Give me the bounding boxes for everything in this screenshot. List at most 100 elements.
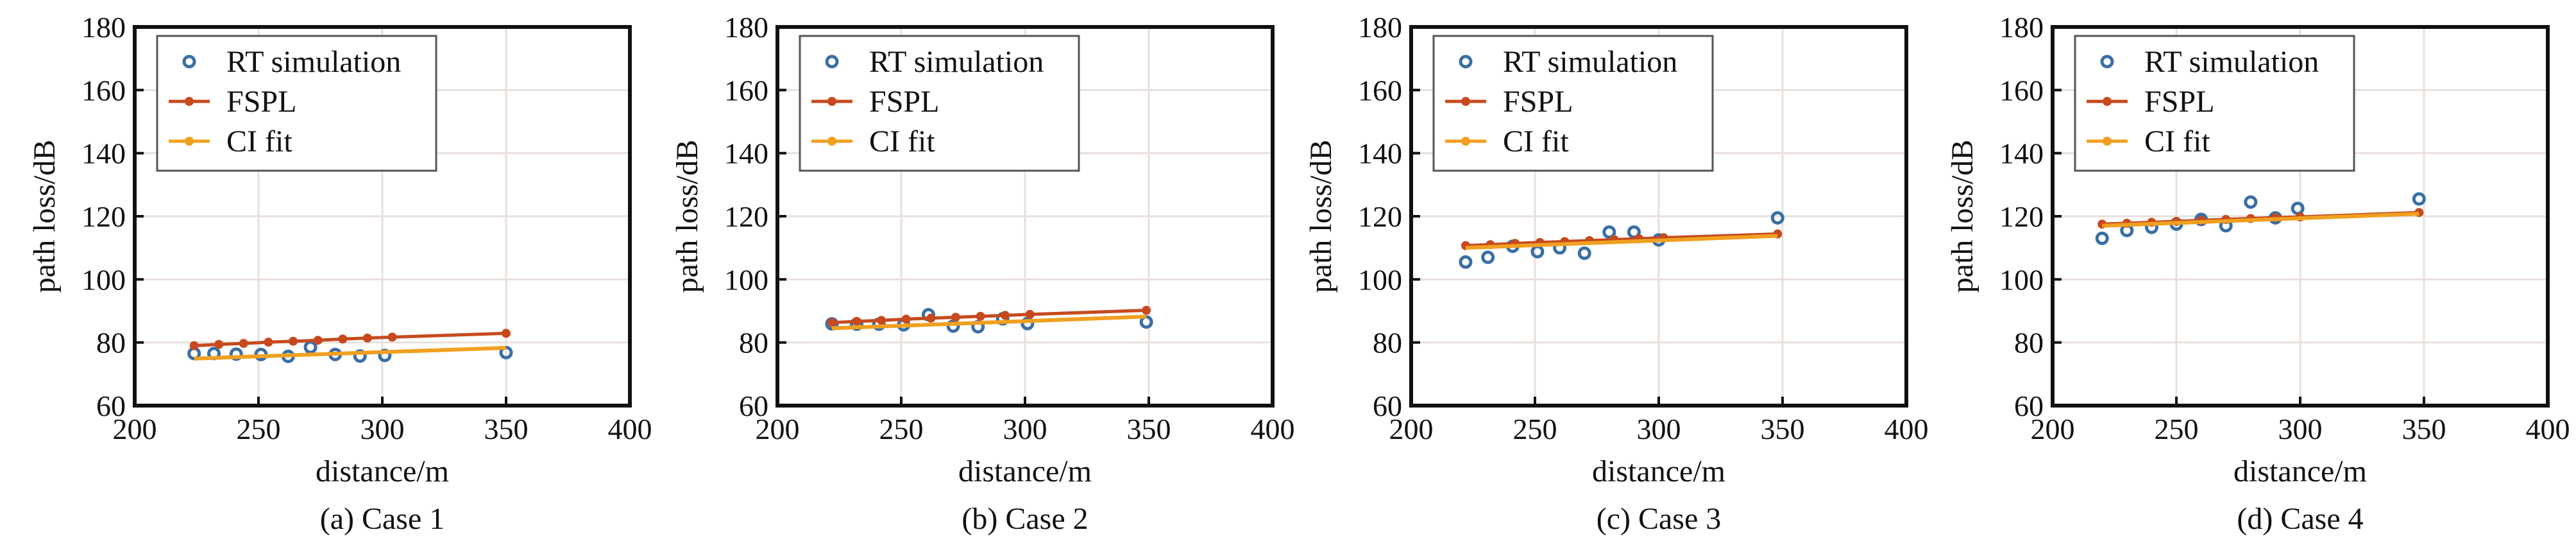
legend-marker <box>825 55 839 69</box>
rt-simulation-point <box>2095 231 2109 245</box>
panel-caption: (b) Case 2 <box>962 502 1088 536</box>
series-ci-fit <box>194 346 507 361</box>
fspl-point <box>189 341 199 350</box>
y-tick-label: 180 <box>724 11 768 44</box>
legend-label: RT simulation <box>226 45 401 79</box>
x-tick-label: 350 <box>484 413 529 445</box>
fspl-point <box>214 339 224 349</box>
legend-marker-dot <box>2103 97 2112 106</box>
y-tick-label: 120 <box>1999 200 2044 233</box>
x-tick-label: 350 <box>1127 413 1171 445</box>
legend-label: RT simulation <box>869 45 1044 79</box>
legend-marker-dot <box>827 137 836 146</box>
y-tick-label: 180 <box>1358 11 1402 44</box>
legend-marker <box>2100 55 2114 69</box>
x-tick-label: 400 <box>1885 413 1929 445</box>
y-tick-label: 140 <box>1358 137 1402 170</box>
y-axis-label: path loss/dB <box>670 140 704 293</box>
legend-marker-dot <box>185 97 194 106</box>
y-tick-label: 80 <box>2014 327 2044 359</box>
legend-entry-ci-fit: CI fit <box>1445 125 1569 159</box>
legend-label: CI fit <box>869 125 935 159</box>
x-tick-label: 250 <box>879 413 924 445</box>
x-tick-label: 200 <box>756 413 800 445</box>
y-tick-label: 140 <box>1999 137 2044 170</box>
x-tick-label: 200 <box>1389 413 1434 445</box>
legend-marker-dot <box>1461 137 1470 146</box>
x-tick-label: 250 <box>2155 413 2199 445</box>
legend-entry-fspl: FSPL <box>169 85 296 119</box>
rt-simulation-point <box>499 345 513 359</box>
legend-box <box>2074 35 2355 172</box>
legend-marker-dot <box>827 97 836 106</box>
fspl-point <box>362 333 372 343</box>
y-tick-label: 140 <box>81 137 126 170</box>
fspl-point <box>877 316 886 325</box>
x-tick-label: 350 <box>1761 413 1805 445</box>
chart-panel-1: 200 250 300 350 400 60 80 100 120 140 160 180 distan… <box>28 11 652 536</box>
fspl-point <box>289 336 298 346</box>
fspl-point <box>827 318 836 327</box>
rt-simulation-point <box>1577 246 1591 261</box>
legend-entry-fspl: FSPL <box>2087 85 2214 119</box>
rt-simulation-point <box>2412 192 2426 206</box>
y-tick-label: 100 <box>81 263 126 296</box>
legend-box <box>1432 35 1714 172</box>
rt-simulation-point <box>1530 245 1545 259</box>
legend-entry-rt-simulation: RT simulation <box>182 45 401 79</box>
legend-label: FSPL <box>226 85 296 119</box>
x-tick-label: 400 <box>608 413 652 445</box>
legend-entry-ci-fit: CI fit <box>2087 125 2210 159</box>
fspl-point <box>239 339 248 348</box>
x-axis-label: distance/m <box>958 454 1092 488</box>
fspl-point <box>1142 305 1151 315</box>
y-tick-label: 80 <box>739 327 768 359</box>
rt-simulation-point <box>1481 250 1495 264</box>
x-tick-label: 200 <box>113 413 157 445</box>
y-tick-label: 160 <box>81 74 126 107</box>
fspl-point <box>264 338 273 347</box>
legend: RT simulation FSPL CI fit <box>2074 35 2355 172</box>
y-tick-label: 100 <box>1999 263 2044 296</box>
legend-entry-rt-simulation: RT simulation <box>1459 45 1677 79</box>
y-axis-label: path loss/dB <box>28 140 62 293</box>
fspl-point <box>313 336 323 345</box>
y-axis-label: path loss/dB <box>1945 140 1979 293</box>
legend-label: CI fit <box>1503 125 1569 159</box>
y-tick-label: 60 <box>739 390 768 422</box>
y-tick-label: 80 <box>96 327 126 359</box>
x-tick-label: 300 <box>1637 413 1681 445</box>
legend-marker-dot <box>185 137 194 146</box>
x-tick-label: 250 <box>1513 413 1557 445</box>
y-tick-label: 60 <box>1373 390 1402 422</box>
legend: RT simulation FSPL CI fit <box>799 35 1080 172</box>
fspl-point <box>852 316 861 326</box>
legend: RT simulation FSPL CI fit <box>1432 35 1714 172</box>
legend-marker-dot <box>2103 137 2112 146</box>
legend-box <box>156 35 437 172</box>
legend-entry-ci-fit: CI fit <box>169 125 292 159</box>
y-tick-label: 160 <box>724 74 768 107</box>
legend-entry-ci-fit: CI fit <box>811 125 935 159</box>
legend-entry-rt-simulation: RT simulation <box>2100 45 2319 79</box>
x-tick-label: 400 <box>2526 413 2570 445</box>
y-tick-label: 100 <box>724 263 768 296</box>
fspl-point <box>502 329 511 338</box>
legend-marker-dot <box>1461 97 1470 106</box>
fspl-point <box>951 313 960 322</box>
fspl-line <box>1465 232 1778 248</box>
y-tick-label: 120 <box>724 200 768 233</box>
series-ci-fit <box>2102 212 2419 228</box>
legend-marker <box>182 55 196 69</box>
legend-label: FSPL <box>869 85 939 119</box>
x-tick-label: 250 <box>237 413 281 445</box>
x-tick-label: 350 <box>2402 413 2446 445</box>
legend-entry-rt-simulation: RT simulation <box>825 45 1044 79</box>
chart-panel-4: 200 250 300 350 400 60 80 100 120 140 160 180 distan… <box>1945 11 2570 536</box>
x-tick-label: 300 <box>1003 413 1047 445</box>
y-tick-label: 120 <box>81 200 126 233</box>
rt-simulation-point <box>1602 225 1616 239</box>
ci-fit-line <box>831 314 1147 331</box>
rt-simulation-point <box>1770 211 1784 225</box>
